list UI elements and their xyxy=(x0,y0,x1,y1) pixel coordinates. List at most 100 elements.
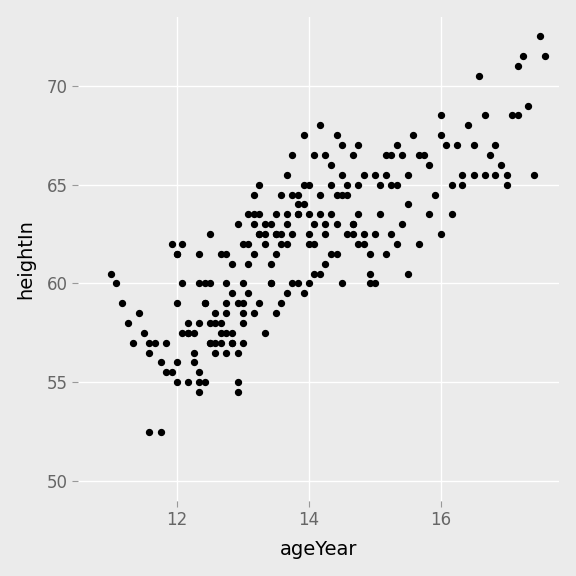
Point xyxy=(348,219,358,229)
Point xyxy=(288,190,297,199)
Point xyxy=(321,229,330,238)
Point xyxy=(480,170,490,179)
Point xyxy=(398,150,407,160)
Point xyxy=(540,52,550,61)
Point xyxy=(244,210,253,219)
Point xyxy=(233,378,242,387)
Point xyxy=(486,150,495,160)
Point xyxy=(436,111,445,120)
Point xyxy=(200,378,209,387)
Point xyxy=(491,141,500,150)
Point xyxy=(266,279,275,288)
Point xyxy=(480,111,490,120)
Point xyxy=(227,259,236,268)
Point xyxy=(304,229,313,238)
Point xyxy=(200,298,209,308)
Point xyxy=(448,180,457,190)
Point xyxy=(530,170,539,179)
Point xyxy=(178,328,187,338)
Point xyxy=(271,229,281,238)
Point xyxy=(316,210,325,219)
Point xyxy=(238,338,248,347)
Point xyxy=(354,210,363,219)
Point xyxy=(535,32,544,41)
Point xyxy=(436,229,445,238)
Y-axis label: heightIn: heightIn xyxy=(17,219,36,299)
Point xyxy=(376,210,385,219)
Point xyxy=(370,279,380,288)
Point xyxy=(348,150,358,160)
Point xyxy=(151,338,160,347)
Point xyxy=(464,121,473,130)
Point xyxy=(249,309,259,318)
Point xyxy=(167,367,176,377)
Point xyxy=(513,62,522,71)
Point xyxy=(255,180,264,190)
Point xyxy=(513,111,522,120)
Point xyxy=(304,239,313,248)
Point xyxy=(271,229,281,238)
Point xyxy=(123,319,132,328)
Point xyxy=(419,150,429,160)
Point xyxy=(343,180,352,190)
Point xyxy=(524,101,533,110)
Point xyxy=(408,131,418,140)
Point xyxy=(233,348,242,357)
Point xyxy=(502,180,511,190)
Point xyxy=(134,309,143,318)
Point xyxy=(326,160,335,169)
Point xyxy=(392,141,401,150)
Point xyxy=(304,210,313,219)
Point xyxy=(266,219,275,229)
Point xyxy=(359,239,368,248)
Point xyxy=(233,298,242,308)
Point xyxy=(206,229,215,238)
Point xyxy=(112,279,121,288)
Point xyxy=(184,328,193,338)
Point xyxy=(227,338,236,347)
Point xyxy=(343,229,352,238)
Point xyxy=(145,348,154,357)
Point xyxy=(332,131,341,140)
Point xyxy=(244,239,253,248)
Point xyxy=(194,388,203,397)
Point xyxy=(348,229,358,238)
Point xyxy=(316,269,325,278)
Point xyxy=(304,279,313,288)
Point xyxy=(386,180,396,190)
Point xyxy=(403,170,412,179)
Point xyxy=(211,319,220,328)
Point xyxy=(381,170,391,179)
Point xyxy=(238,319,248,328)
Point xyxy=(184,378,193,387)
Point xyxy=(386,229,396,238)
Point xyxy=(172,298,181,308)
Point xyxy=(299,180,308,190)
Point xyxy=(453,141,462,150)
Point xyxy=(244,289,253,298)
Point xyxy=(238,279,248,288)
Point xyxy=(370,229,380,238)
Point xyxy=(293,210,302,219)
Point xyxy=(431,190,440,199)
Point xyxy=(497,160,506,169)
Point xyxy=(222,279,231,288)
Point xyxy=(139,328,149,338)
Point xyxy=(276,298,286,308)
Point xyxy=(156,427,165,436)
Point xyxy=(167,239,176,248)
Point xyxy=(238,239,248,248)
Point xyxy=(507,111,517,120)
Point xyxy=(244,259,253,268)
Point xyxy=(227,328,236,338)
Point xyxy=(276,239,286,248)
Point xyxy=(222,298,231,308)
Point xyxy=(381,150,391,160)
Point xyxy=(211,309,220,318)
Point xyxy=(288,150,297,160)
Point xyxy=(178,239,187,248)
Point xyxy=(189,328,198,338)
Point xyxy=(392,180,401,190)
Point xyxy=(282,219,291,229)
Point xyxy=(337,279,346,288)
